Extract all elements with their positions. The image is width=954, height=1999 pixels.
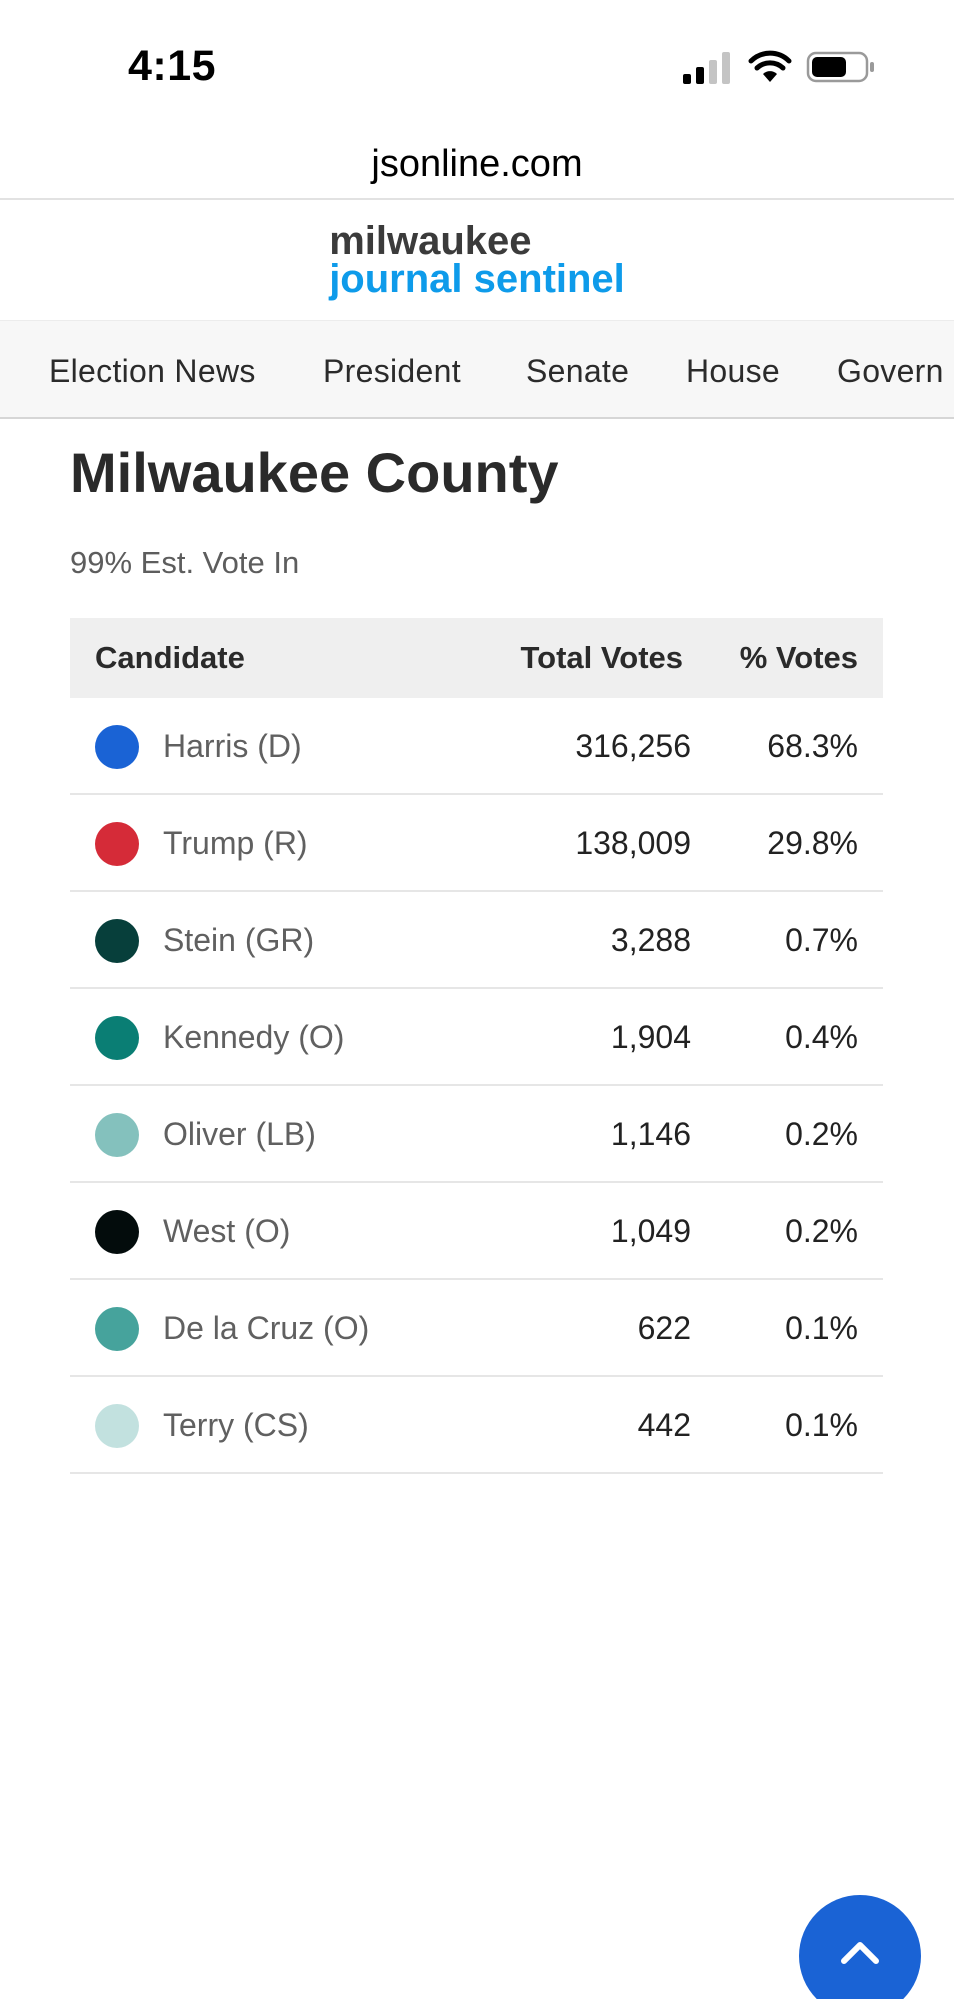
nav-item-house[interactable]: House <box>686 353 780 389</box>
candidate-total-votes: 138,009 <box>575 825 691 861</box>
candidate-percent-votes: 0.1% <box>785 1407 858 1443</box>
candidate-total-votes: 3,288 <box>610 922 691 958</box>
candidate-name: Kennedy (O) <box>163 1019 345 1055</box>
table-row: Kennedy (O) 1,904 0.4% <box>70 989 883 1086</box>
logo-line-2: journal sentinel <box>329 257 625 301</box>
table-row: Harris (D) 316,256 68.3% <box>70 698 883 795</box>
candidate-total-votes: 1,146 <box>610 1116 691 1152</box>
candidate-name: Harris (D) <box>163 728 302 764</box>
candidate-total-votes: 442 <box>637 1407 691 1443</box>
party-color-swatch <box>95 1113 139 1157</box>
nav-item-senate[interactable]: Senate <box>526 353 630 389</box>
table-row: Trump (R) 138,009 29.8% <box>70 795 883 892</box>
candidate-name: Oliver (LB) <box>163 1116 316 1152</box>
page-title: Milwaukee County <box>70 441 559 504</box>
back-to-top-button[interactable] <box>799 1895 921 1999</box>
table-row: De la Cruz (O) 622 0.1% <box>70 1280 883 1377</box>
site-logo[interactable]: milwaukee journal sentinel <box>329 219 625 301</box>
battery-icon <box>806 51 874 83</box>
header-total-votes: Total Votes <box>520 640 683 675</box>
candidate-percent-votes: 0.2% <box>785 1213 858 1249</box>
clock: 4:15 <box>128 42 217 90</box>
results-table: Candidate Total Votes % Votes Harris (D)… <box>70 618 883 1474</box>
masthead: milwaukee journal sentinel <box>0 200 954 320</box>
candidate-total-votes: 1,049 <box>610 1213 691 1249</box>
party-color-swatch <box>95 822 139 866</box>
party-color-swatch <box>95 1307 139 1351</box>
logo-line-1: milwaukee <box>329 219 532 263</box>
chevron-up-icon <box>841 1942 879 1964</box>
candidate-total-votes: 316,256 <box>575 728 691 764</box>
nav-item-president[interactable]: President <box>323 353 461 389</box>
candidate-total-votes: 622 <box>637 1310 691 1346</box>
section-nav[interactable]: Election News President Senate House Gov… <box>0 320 954 419</box>
party-color-swatch <box>95 1016 139 1060</box>
nav-item-governor[interactable]: Govern <box>837 353 944 389</box>
nav-item-election-news[interactable]: Election News <box>49 353 256 389</box>
party-color-swatch <box>95 1210 139 1254</box>
url-text: jsonline.com <box>371 142 583 185</box>
status-bar: 4:15 <box>0 0 954 130</box>
party-color-swatch <box>95 1404 139 1448</box>
candidate-name: Stein (GR) <box>163 922 315 958</box>
candidate-name: West (O) <box>163 1213 291 1249</box>
candidate-percent-votes: 0.2% <box>785 1116 858 1152</box>
table-header: Candidate Total Votes % Votes <box>70 618 883 698</box>
vote-in-status: 99% Est. Vote In <box>70 545 300 580</box>
header-percent-votes: % Votes <box>739 640 858 675</box>
party-color-swatch <box>95 725 139 769</box>
table-body: Harris (D) 316,256 68.3% Trump (R) 138,009 29… <box>70 698 883 1474</box>
candidate-total-votes: 1,904 <box>610 1019 691 1055</box>
table-row: West (O) 1,049 0.2% <box>70 1183 883 1280</box>
signal-icon <box>683 52 730 84</box>
candidate-percent-votes: 0.4% <box>785 1019 858 1055</box>
candidate-percent-votes: 68.3% <box>767 728 858 764</box>
wifi-icon <box>748 50 792 82</box>
table-row: Terry (CS) 442 0.1% <box>70 1377 883 1474</box>
address-bar[interactable]: jsonline.com <box>0 130 954 200</box>
table-row: Stein (GR) 3,288 0.7% <box>70 892 883 989</box>
candidate-percent-votes: 29.8% <box>767 825 858 861</box>
candidate-name: Terry (CS) <box>163 1407 309 1443</box>
party-color-swatch <box>95 919 139 963</box>
candidate-percent-votes: 0.1% <box>785 1310 858 1346</box>
table-row: Oliver (LB) 1,146 0.2% <box>70 1086 883 1183</box>
candidate-name: De la Cruz (O) <box>163 1310 370 1346</box>
candidate-percent-votes: 0.7% <box>785 922 858 958</box>
header-candidate: Candidate <box>95 640 245 675</box>
candidate-name: Trump (R) <box>163 825 308 861</box>
